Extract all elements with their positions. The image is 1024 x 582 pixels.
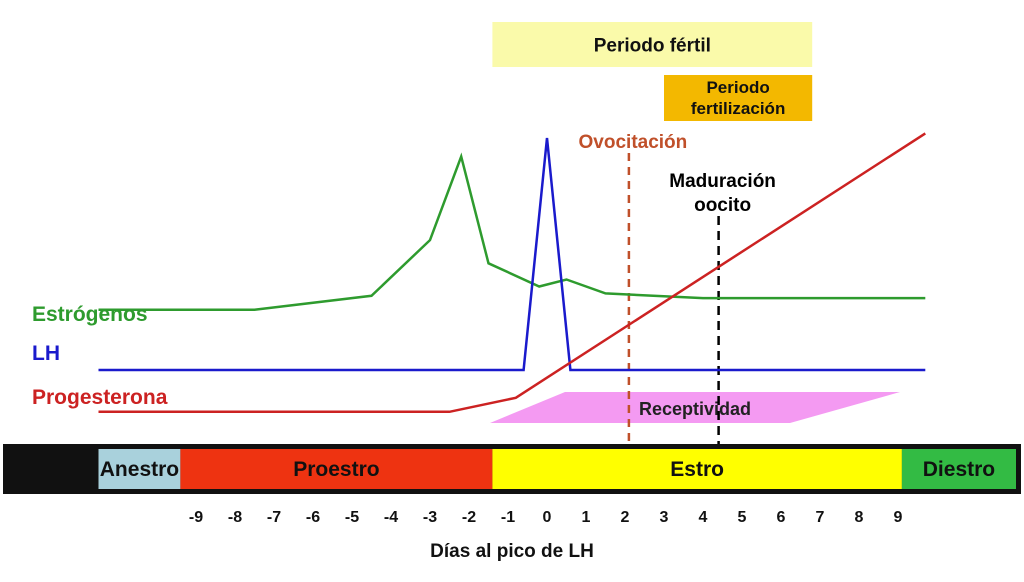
phase-diestro xyxy=(901,449,1016,489)
x-tick--4: -4 xyxy=(384,509,398,526)
x-tick-6: 6 xyxy=(777,509,786,526)
x-tick-7: 7 xyxy=(816,509,825,526)
x-tick-1: 1 xyxy=(582,509,591,526)
receptivity-label: Receptividad xyxy=(639,399,751,419)
series-label-lh: LH xyxy=(32,342,60,365)
band-label-0: Periodo fértil xyxy=(594,36,711,57)
x-tick-2: 2 xyxy=(621,509,630,526)
phase-label-anestro: Anestro xyxy=(100,458,179,481)
x-tick-5: 5 xyxy=(738,509,747,526)
x-tick--1: -1 xyxy=(501,509,515,526)
x-tick-9: 9 xyxy=(894,509,903,526)
phase-estro xyxy=(492,449,902,489)
x-tick-8: 8 xyxy=(855,509,864,526)
x-tick--6: -6 xyxy=(306,509,320,526)
x-tick--2: -2 xyxy=(462,509,476,526)
phase-proestro xyxy=(180,449,493,489)
phase-anestro xyxy=(98,449,181,489)
x-tick--9: -9 xyxy=(189,509,203,526)
x-axis-label: Días al pico de LH xyxy=(430,541,594,562)
phase-label-diestro: Diestro xyxy=(923,458,995,481)
fertility-bands: Periodo fértil Periodo fertilización xyxy=(492,22,813,121)
phase-label-proestro: Proestro xyxy=(293,458,379,481)
series-line-estrogenos xyxy=(98,152,926,311)
band-label-1-line-1: fertilización xyxy=(691,99,785,118)
receptivity-zone: Receptividad xyxy=(490,392,900,423)
marker-label-0: Ovocitación xyxy=(579,132,688,153)
series-line-progesterona xyxy=(98,132,926,414)
band-1 xyxy=(664,75,813,121)
marker-label-1-line-0: Maduración xyxy=(669,171,776,192)
band-label-1-line-0: Periodo xyxy=(706,78,769,97)
series-line-lh xyxy=(98,137,926,372)
hormone-series: Estrógenos LH Progesterona xyxy=(32,132,926,414)
x-tick-3: 3 xyxy=(660,509,669,526)
x-tick--5: -5 xyxy=(345,509,359,526)
event-markers: Ovocitación Maduración oocito xyxy=(579,132,776,445)
marker-label-1-line-1: oocito xyxy=(694,195,751,216)
cycle-phase-bar: Anestro Proestro Estro Diestro xyxy=(3,444,1021,494)
x-tick-0: 0 xyxy=(543,509,552,526)
series-label-progesterona: Progesterona xyxy=(32,386,168,409)
receptivity-shape xyxy=(490,392,900,423)
x-tick--7: -7 xyxy=(267,509,281,526)
series-label-estrogenos: Estrógenos xyxy=(32,303,148,326)
x-tick-4: 4 xyxy=(699,509,708,526)
x-tick--8: -8 xyxy=(228,509,242,526)
x-tick--3: -3 xyxy=(423,509,437,526)
phase-label-estro: Estro xyxy=(670,458,724,481)
band-0 xyxy=(492,22,813,67)
x-axis-ticks: -9 -8 -7 -6 -5 -4 -3 -2 -1 0 1 2 3 4 5 6 7 8 9 xyxy=(189,509,903,526)
